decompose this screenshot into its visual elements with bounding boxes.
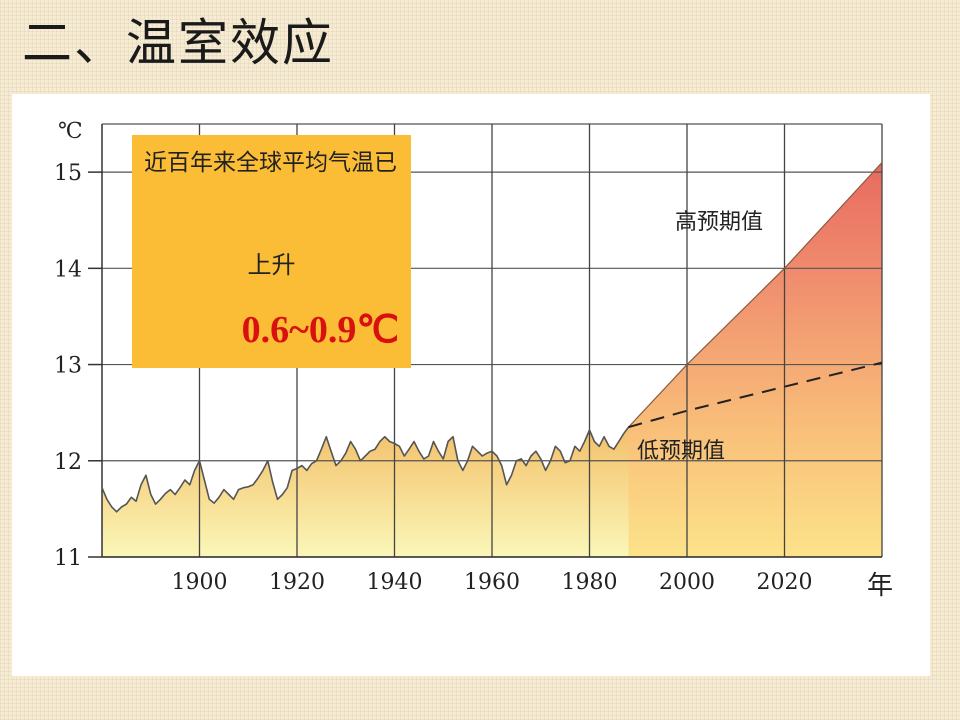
series-high-projection-line [628, 162, 883, 428]
y-axis-unit-label: ℃ [58, 119, 83, 144]
projection-area [628, 162, 882, 557]
slide-title: 二、温室效应 [22, 14, 334, 72]
tick-label-x-1980: 1980 [562, 570, 618, 595]
series-observed-line [101, 426, 630, 513]
series-low-projection-line [628, 361, 883, 429]
tick-label-x-1920: 1920 [269, 570, 325, 595]
x-axis-unit-label: 年 [867, 571, 893, 601]
label-low-projection: 低预期值 [637, 439, 725, 464]
tick-label-x-2000: 2000 [659, 570, 715, 595]
tick-label-y-14: 14 [54, 257, 82, 282]
tick-label-y-12: 12 [54, 450, 82, 475]
callout-line2: 上升 [247, 251, 296, 279]
observed-area [102, 427, 629, 557]
callout-line1: 近百年来全球平均气温已 [144, 150, 397, 176]
label-high-projection: 高预期值 [675, 210, 763, 235]
chart-panel: 11 12 13 14 15 1900 1920 1940 1960 1980 2000 2020 高预… [12, 94, 930, 676]
tick-label-y-13: 13 [54, 354, 82, 379]
tick-label-x-1960: 1960 [464, 570, 520, 595]
callout-value: 0.6~0.9℃ [241, 309, 399, 351]
callout-box: 近百年来全球平均气温已 上升 0.6~0.9℃ [132, 135, 411, 368]
tick-label-y-15: 15 [54, 161, 82, 186]
tick-label-x-1900: 1900 [172, 570, 228, 595]
temperature-chart: 11 12 13 14 15 1900 1920 1940 1960 1980 2000 2020 高预… [54, 119, 893, 601]
tick-label-y-11: 11 [54, 546, 82, 571]
tick-label-x-2020: 2020 [757, 570, 813, 595]
tick-label-x-1940: 1940 [367, 570, 423, 595]
